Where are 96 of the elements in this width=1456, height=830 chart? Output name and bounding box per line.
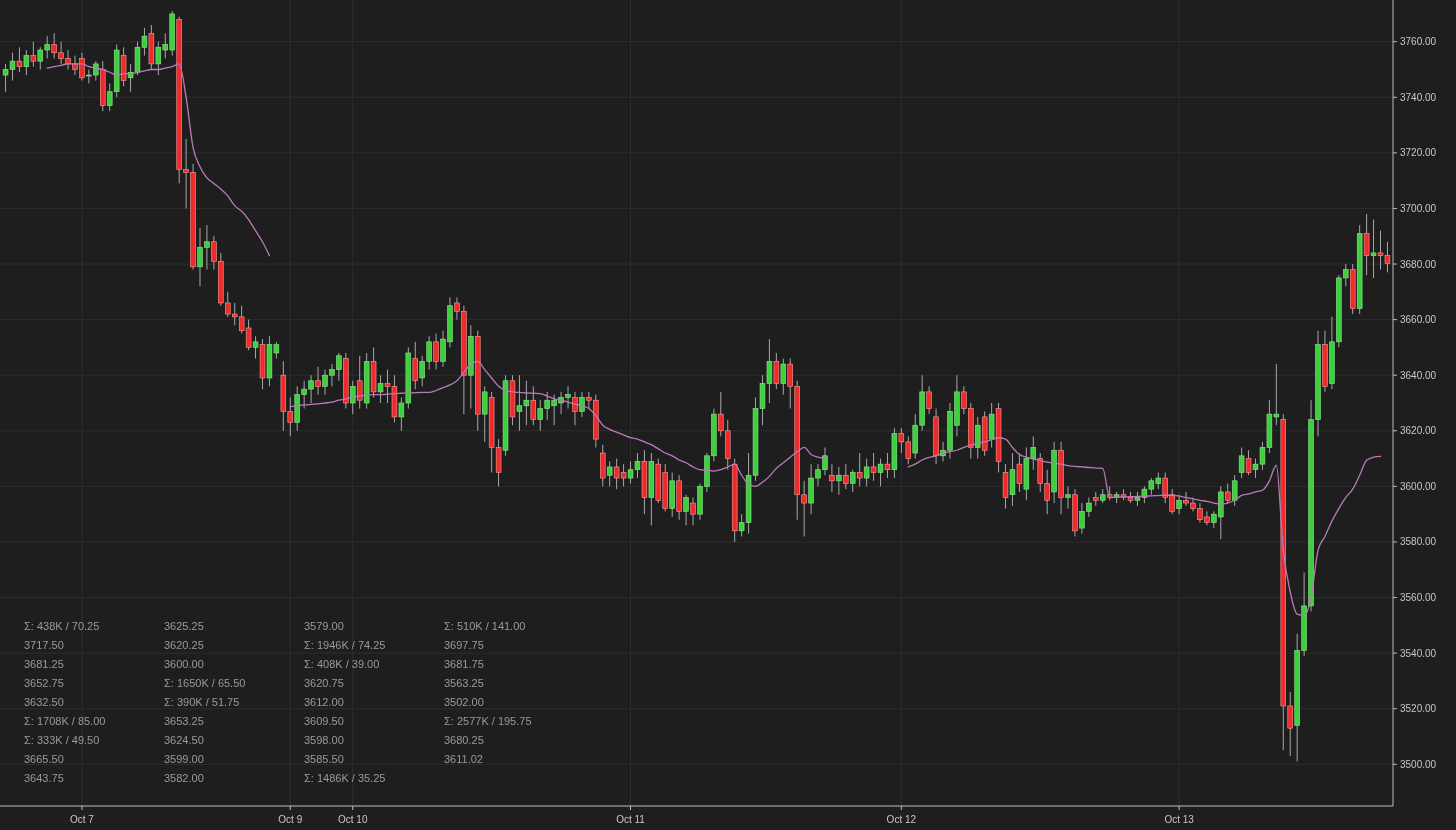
candlestick <box>1065 485 1071 510</box>
annotation: 3653.25 <box>164 715 204 727</box>
candlestick <box>773 352 780 390</box>
x-tick-label: Oct 12 <box>886 814 917 825</box>
annotation: Σ: 1486K / 35.25 <box>304 772 386 784</box>
annotation: Σ: 2577K / 195.75 <box>444 715 532 727</box>
annotation: 3585.50 <box>304 753 344 765</box>
annotation: 3502.00 <box>444 696 484 708</box>
candlestick <box>850 469 856 493</box>
annotation: 3643.75 <box>24 772 64 784</box>
candlestick <box>856 452 863 487</box>
y-tick-label: 3740.00 <box>1400 91 1437 103</box>
annotation: Σ: 333K / 49.50 <box>24 734 100 746</box>
candlestick <box>829 463 835 493</box>
candlestick <box>1238 446 1245 479</box>
annotation: 3598.00 <box>304 734 344 746</box>
y-tick-label: 3580.00 <box>1400 536 1437 548</box>
annotation: 3582.00 <box>164 772 204 784</box>
candlestick <box>1370 219 1377 279</box>
candlestick <box>836 466 842 496</box>
annotation: 3620.75 <box>304 677 344 689</box>
annotation: 3697.75 <box>444 639 484 651</box>
annotation: 3563.25 <box>444 677 484 689</box>
candlestick <box>412 341 418 390</box>
y-tick-label: 3520.00 <box>1400 703 1437 715</box>
annotation: 3681.25 <box>24 658 64 670</box>
candlestick <box>16 46 23 73</box>
annotation: Σ: 1946K / 74.25 <box>304 639 386 651</box>
y-tick-label: 3600.00 <box>1400 480 1437 492</box>
annotation: 3665.50 <box>24 753 64 765</box>
candlestick <box>1030 435 1037 471</box>
candlestick <box>877 458 884 487</box>
annotation: Σ: 390K / 51.75 <box>164 696 240 708</box>
candlestick <box>863 458 870 487</box>
candlestick <box>23 49 30 76</box>
candlestick <box>127 63 134 93</box>
annotation: Σ: 438K / 70.25 <box>24 620 100 632</box>
x-tick-label: Oct 13 <box>1164 814 1195 825</box>
annotation: 3625.25 <box>164 620 204 632</box>
candlestick <box>843 463 849 490</box>
candlestick <box>30 41 37 68</box>
x-tick-label: Oct 11 <box>616 814 646 825</box>
annotation: 3599.00 <box>164 753 204 765</box>
candlestick <box>975 416 981 460</box>
candlestick <box>1176 494 1182 515</box>
annotation: 3600.00 <box>164 658 204 670</box>
x-tick-label: Oct 9 <box>278 814 303 825</box>
candlestick <box>315 366 321 396</box>
candlestick <box>884 452 891 479</box>
candlestick <box>356 355 363 410</box>
y-tick-label: 3500.00 <box>1400 758 1437 770</box>
candlestick <box>350 380 356 415</box>
y-tick-label: 3560.00 <box>1400 592 1437 604</box>
y-tick-label: 3760.00 <box>1400 36 1437 48</box>
candlestick <box>1363 213 1370 276</box>
y-tick-label: 3720.00 <box>1400 147 1437 159</box>
x-tick-label: Oct 10 <box>338 814 368 825</box>
x-tick-label: Oct 7 <box>69 814 95 825</box>
annotation: 3620.25 <box>164 639 204 651</box>
annotation: 3717.50 <box>24 639 64 651</box>
y-tick-label: 3540.00 <box>1400 647 1437 659</box>
annotation: 3612.00 <box>304 696 344 708</box>
candlestick <box>252 335 259 360</box>
annotation: 3652.75 <box>24 677 64 689</box>
candlestick <box>377 374 384 404</box>
candlestick <box>606 460 613 487</box>
candlestick <box>926 385 932 415</box>
annotation: 3632.50 <box>24 696 64 708</box>
annotation: 3624.50 <box>164 734 204 746</box>
candlestick <box>690 497 696 526</box>
annotation: 3611.02 <box>444 753 483 765</box>
annotation: Σ: 1650K / 65.50 <box>164 677 246 689</box>
candlestick <box>1016 452 1023 493</box>
candlestick <box>1245 449 1252 476</box>
candlestick <box>1225 483 1231 504</box>
annotation: Σ: 510K / 141.00 <box>444 620 526 632</box>
candlestick <box>481 385 488 443</box>
y-tick-label: 3700.00 <box>1400 202 1437 214</box>
candlestick <box>572 391 578 426</box>
annotation: 3609.50 <box>304 715 344 727</box>
y-tick-label: 3620.00 <box>1400 425 1437 437</box>
candlestick <box>870 452 877 482</box>
annotation: 3681.75 <box>444 658 484 670</box>
candlestick <box>1231 474 1238 507</box>
annotation: 3680.25 <box>444 734 484 746</box>
candlestick <box>579 391 585 418</box>
y-tick-label: 3660.00 <box>1400 314 1437 326</box>
candlestick <box>433 333 439 371</box>
y-tick-label: 3680.00 <box>1400 258 1437 270</box>
annotation: 3579.00 <box>304 620 344 632</box>
annotation: Σ: 1708K / 85.00 <box>24 715 106 727</box>
candlestick <box>683 494 689 526</box>
y-tick-label: 3640.00 <box>1400 369 1437 381</box>
annotation: Σ: 408K / 39.00 <box>304 658 380 670</box>
candlestick <box>780 358 787 396</box>
candlestick <box>530 385 537 426</box>
